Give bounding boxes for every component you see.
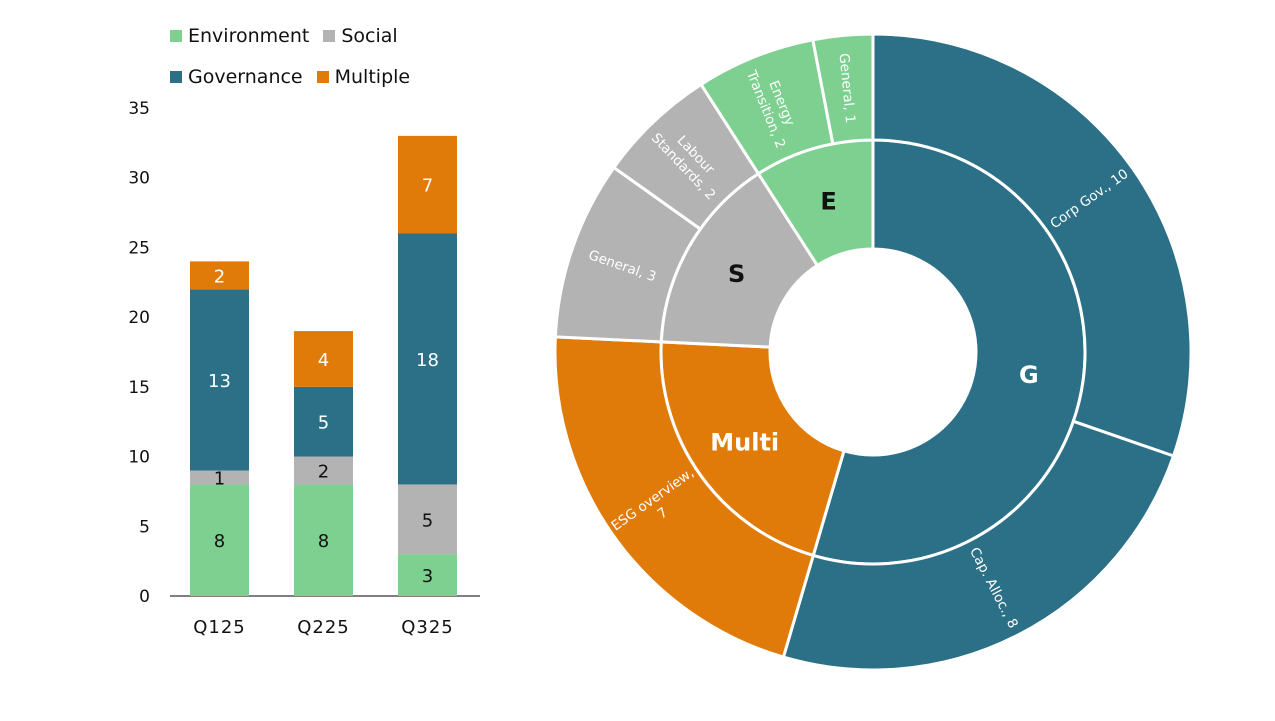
sunburst-inner-label: S: [728, 260, 745, 288]
sunburst-inner-label: E: [820, 188, 836, 216]
y-tick-label: 10: [128, 448, 150, 468]
y-tick-label: 35: [128, 99, 150, 119]
legend-item-social: Social: [323, 25, 398, 47]
legend-swatch-multiple: [316, 71, 329, 83]
legend-label-environment: Environment: [188, 25, 310, 47]
legend-label-multiple: Multiple: [334, 66, 411, 88]
legend-row: Environment Social: [170, 24, 470, 48]
legend-swatch-environment: [170, 30, 182, 42]
y-tick-label: 25: [128, 238, 150, 258]
sunburst-inner-label: G: [1019, 361, 1039, 389]
legend-item-governance: Governance: [170, 66, 303, 88]
legend-swatch-governance: [170, 71, 182, 83]
y-tick-label: 30: [128, 169, 150, 189]
sunburst-outer-segment: [781, 419, 1176, 672]
bar-data-label: 8: [318, 531, 329, 552]
bar-segment-environment: [398, 554, 457, 596]
y-tick-label: 5: [139, 517, 150, 537]
bar-segment-social: [190, 470, 249, 485]
bar-data-label: 8: [214, 531, 225, 552]
bar-segment-environment: [190, 484, 249, 596]
legend-label-governance: Governance: [188, 66, 303, 88]
chart-legend: Environment Social Governance Multiple: [170, 24, 470, 106]
sunburst-outer-label-line: General, 1: [836, 53, 859, 125]
bar-data-label: 3: [422, 566, 433, 587]
bar-data-label: 13: [208, 371, 231, 392]
sunburst-outer-segment: [811, 32, 875, 146]
legend-item-environment: Environment: [170, 25, 309, 47]
y-tick-label: 0: [139, 587, 150, 607]
sunburst-outer-label: General, 1: [836, 53, 859, 125]
bar-segment-governance: [190, 289, 249, 471]
bar-data-label: 4: [318, 350, 329, 371]
bar-segment-governance: [294, 386, 353, 457]
bar-data-label: 1: [214, 468, 225, 489]
y-tick-label: 15: [128, 378, 150, 398]
x-category-label: Q325: [401, 617, 454, 638]
bar-data-label: 18: [416, 350, 439, 371]
sunburst-outer-segment: [871, 32, 1193, 458]
sunburst-outer-segment: [553, 335, 816, 659]
x-category-label: Q225: [297, 617, 350, 638]
y-tick-label: 20: [128, 308, 150, 328]
bar-data-label: 5: [422, 510, 433, 531]
x-category-label: Q125: [193, 617, 246, 638]
legend-item-multiple: Multiple: [316, 66, 411, 88]
bar-data-label: 7: [422, 176, 433, 197]
sunburst-inner-label: Multi: [710, 429, 779, 457]
bar-segment-multiple: [190, 261, 249, 290]
legend-row: Governance Multiple: [170, 65, 470, 89]
bar-data-label: 5: [318, 413, 329, 434]
bar-segment-environment: [294, 484, 353, 596]
bar-data-label: 2: [214, 266, 225, 287]
bar-segment-governance: [398, 233, 457, 485]
legend-label-social: Social: [341, 25, 398, 47]
bar-segment-social: [398, 484, 457, 555]
legend-swatch-social: [323, 30, 336, 42]
bar-segment-multiple: [294, 331, 353, 387]
bar-data-label: 2: [318, 462, 329, 483]
bar-segment-multiple: [398, 135, 457, 234]
bar-segment-social: [294, 456, 353, 485]
